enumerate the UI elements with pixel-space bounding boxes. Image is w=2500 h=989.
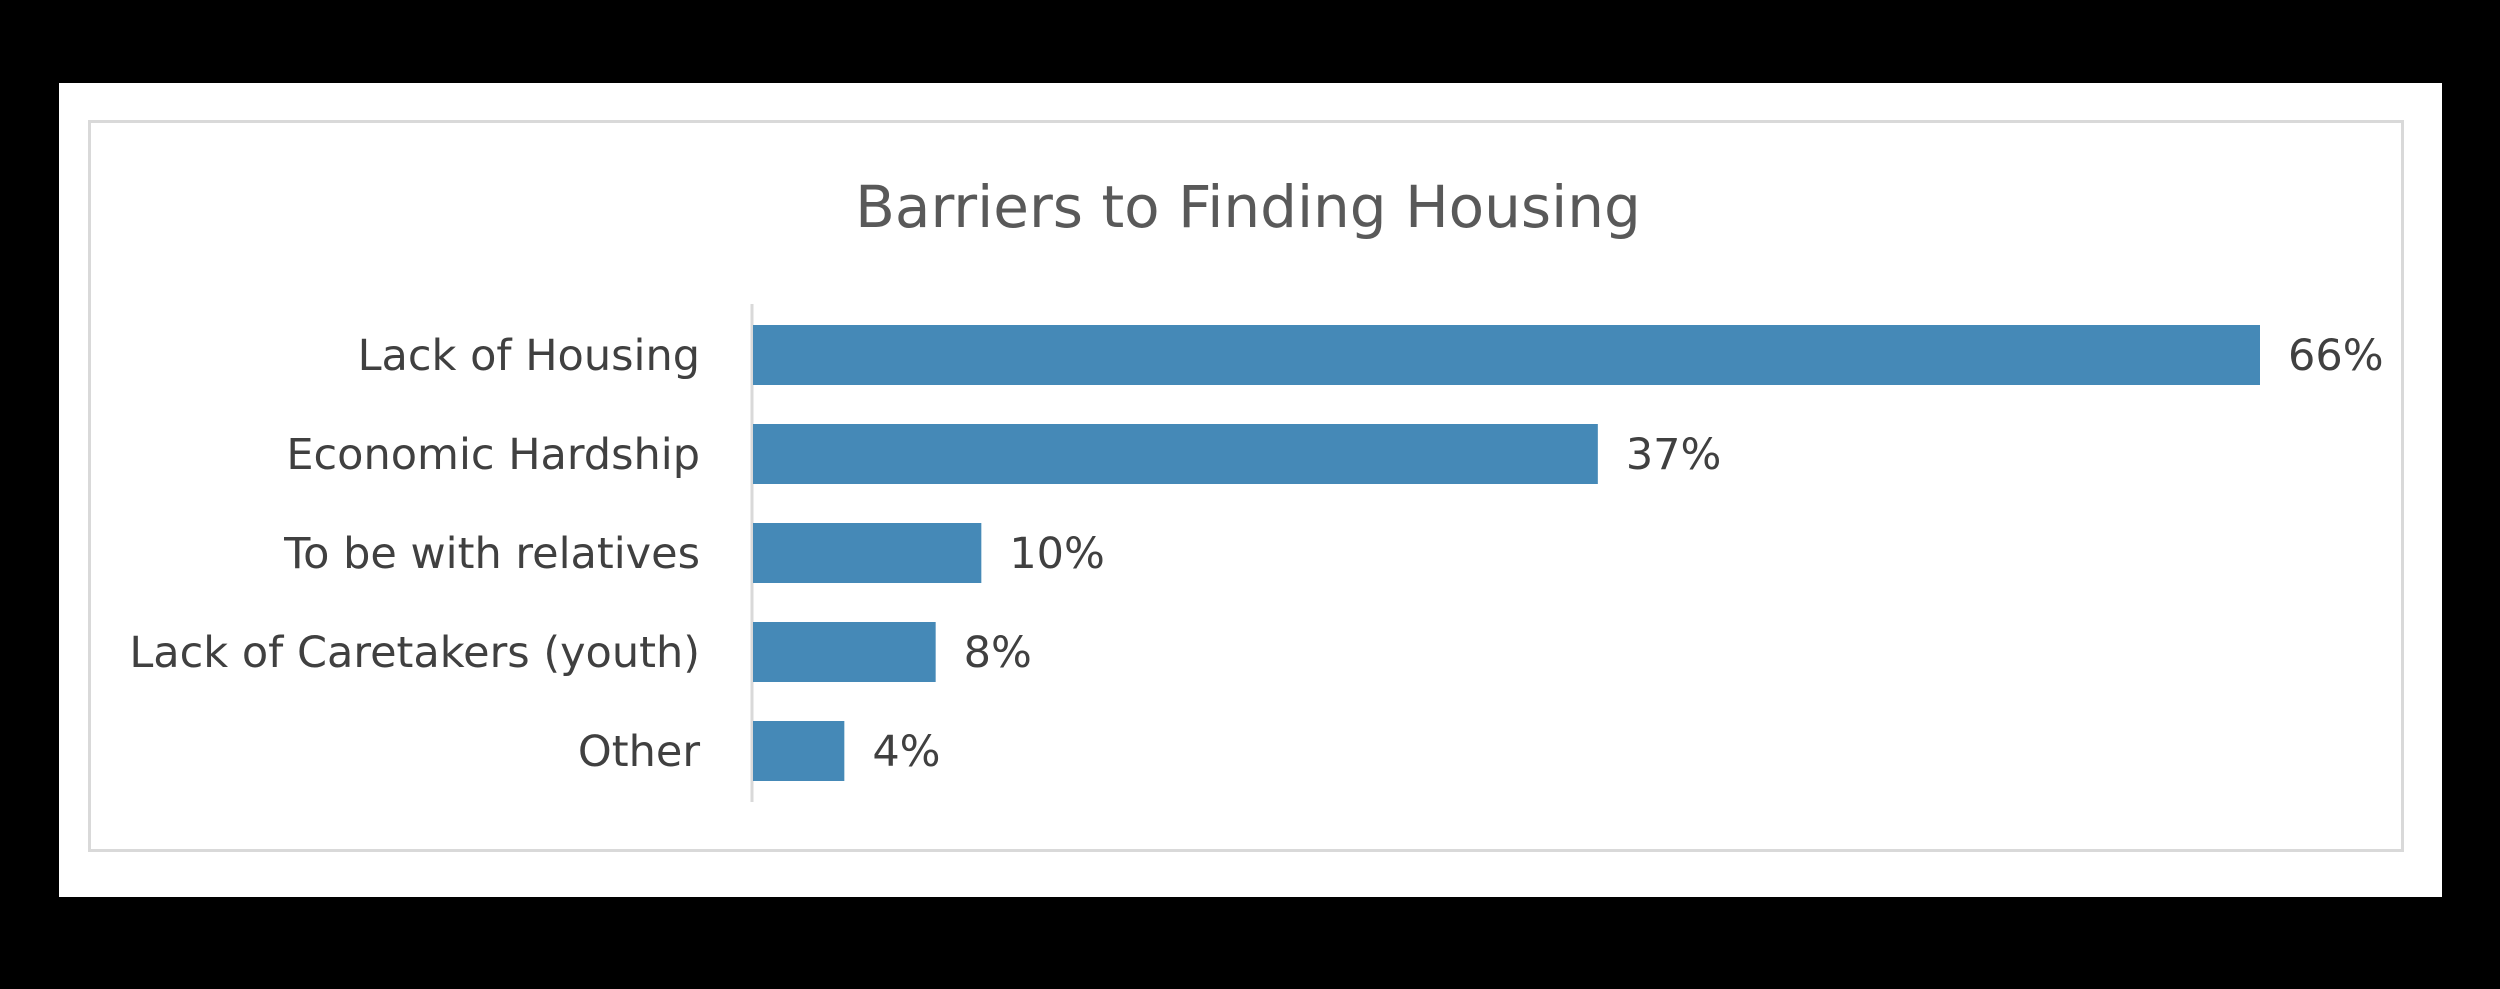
bar-3 [753, 622, 936, 682]
chart-frame [88, 120, 2404, 852]
data-label-2: 10% [1009, 529, 1105, 579]
category-label-2: To be with relatives [283, 529, 700, 579]
data-label-0: 66% [2288, 331, 2384, 381]
category-label-3: Lack of Caretakers (youth) [129, 628, 700, 678]
category-label-4: Other [578, 727, 700, 777]
category-label-0: Lack of Housing [358, 331, 700, 381]
data-labels: 66% 37% 10% 8% 4% [872, 331, 2383, 777]
chart-title: Barriers to Finding Housing [855, 173, 1641, 241]
category-labels: Lack of Housing Economic Hardship To be wi… [129, 331, 700, 777]
bars-layer [753, 325, 2260, 781]
bar-0 [753, 325, 2260, 385]
bar-4 [753, 721, 845, 781]
bar-1 [753, 424, 1598, 484]
data-label-4: 4% [872, 727, 940, 777]
data-label-3: 8% [964, 628, 1032, 678]
data-label-1: 37% [1626, 430, 1722, 480]
category-label-1: Economic Hardship [286, 430, 700, 480]
bar-2 [753, 523, 982, 583]
